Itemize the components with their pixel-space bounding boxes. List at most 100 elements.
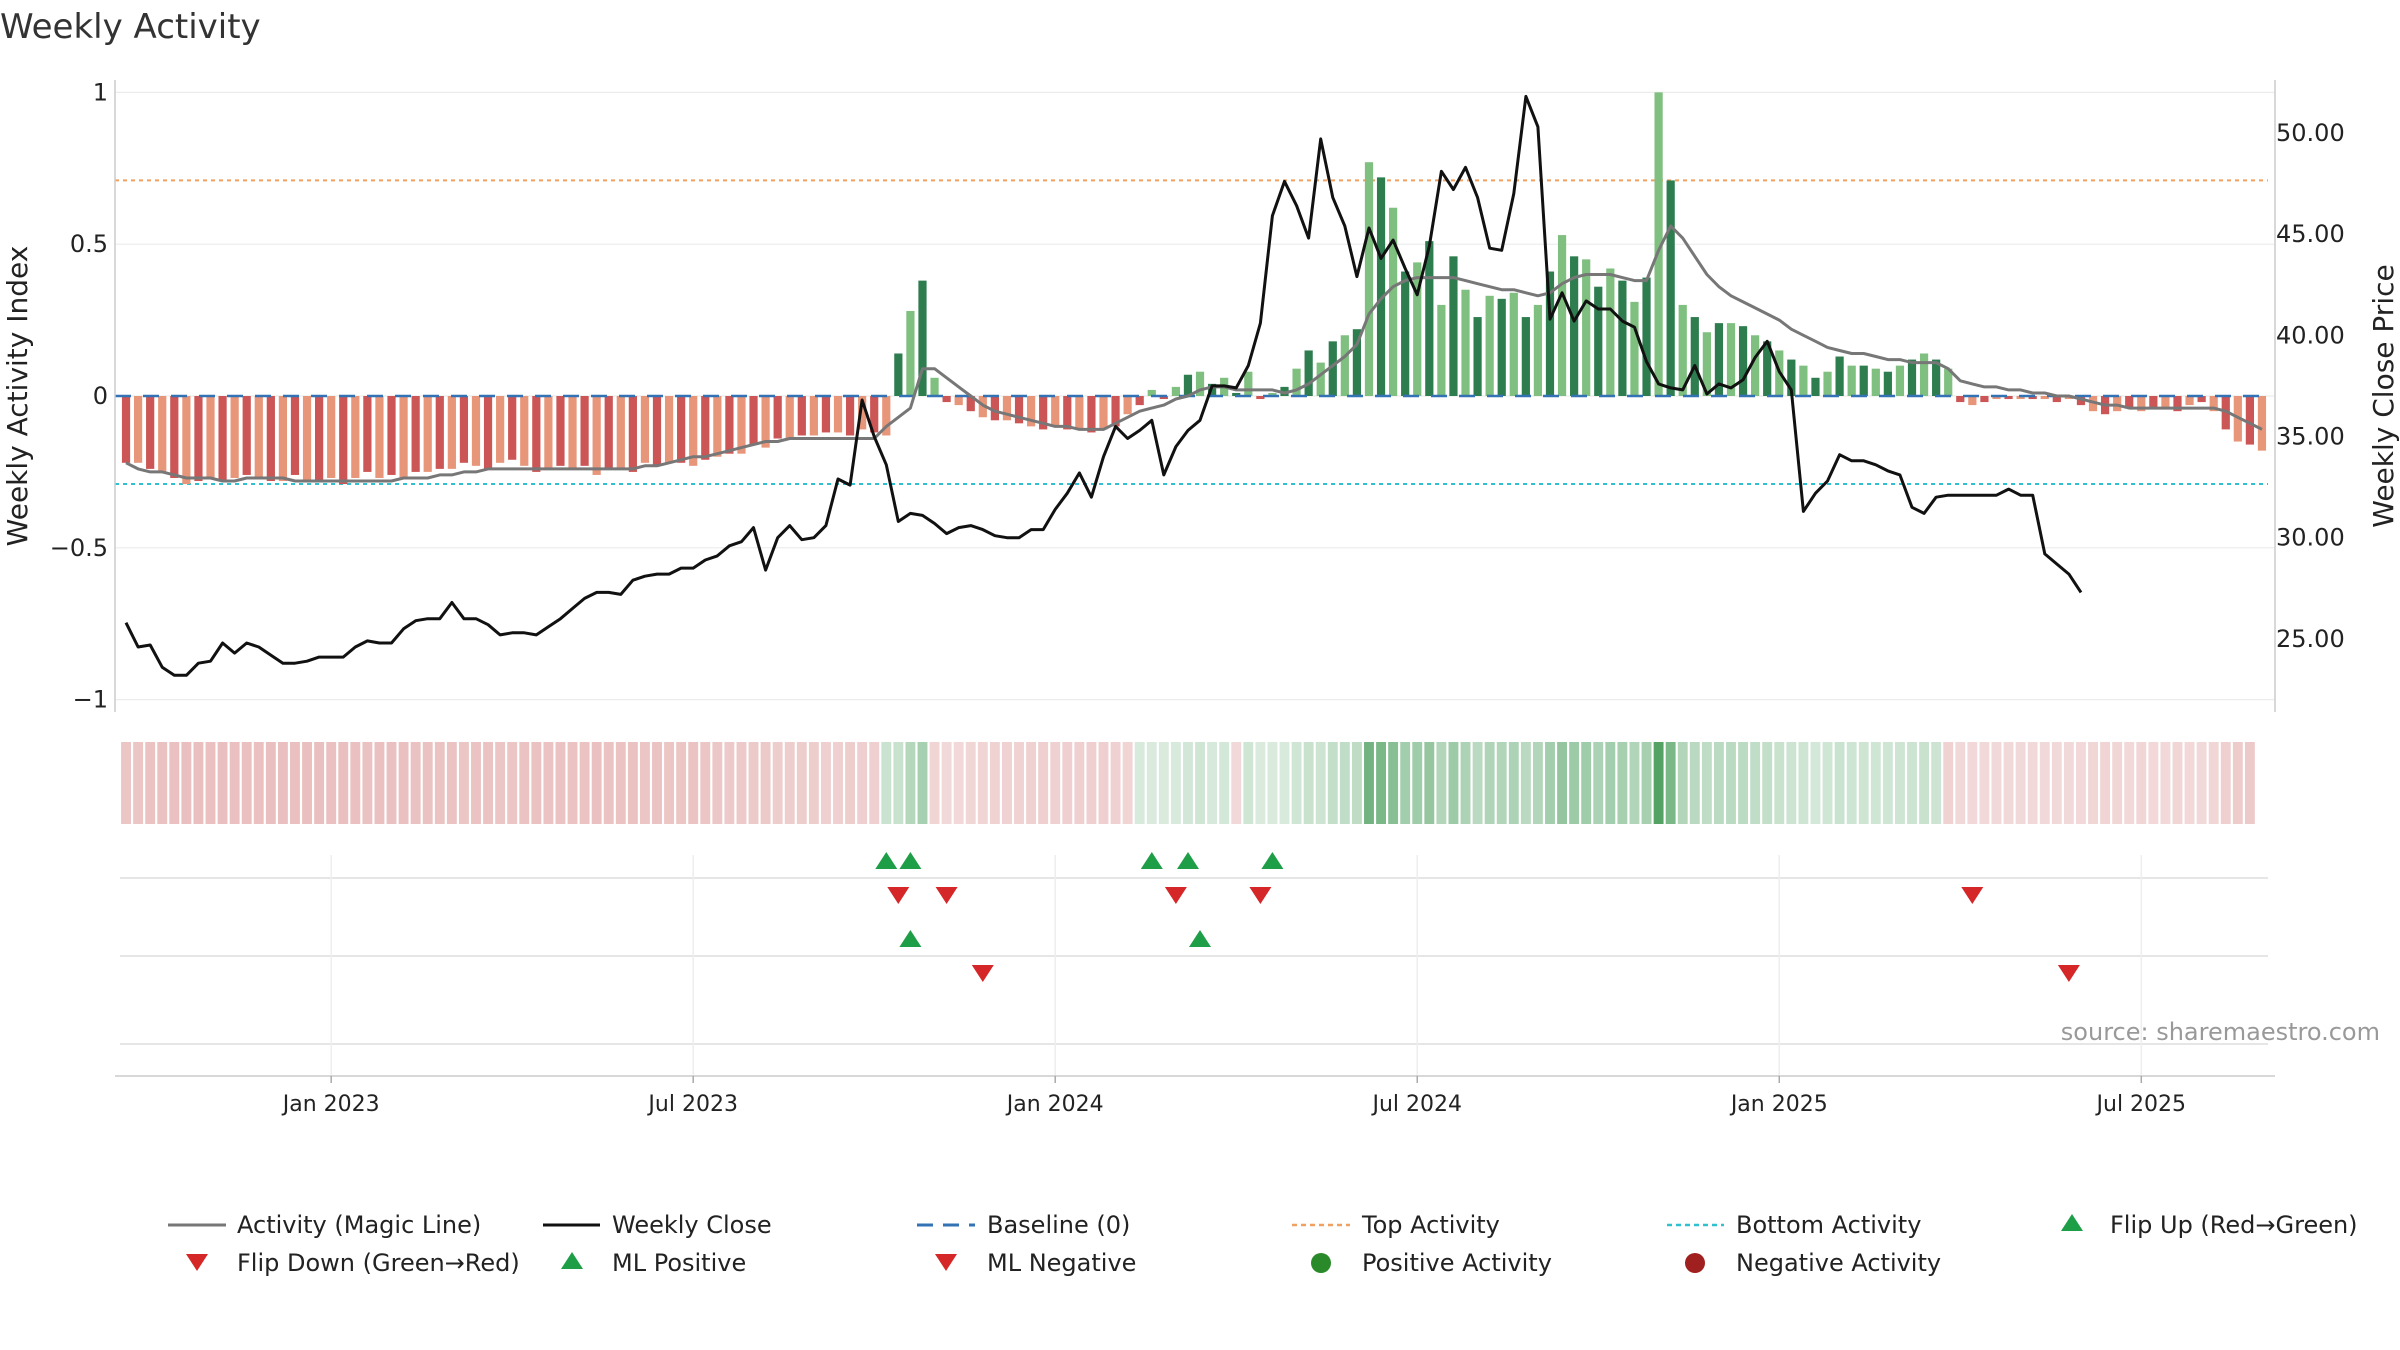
signal-cell-75 [1026, 742, 1037, 824]
activity-bar-145 [1871, 368, 1880, 396]
legend-item-flip-down: Flip Down (Green→Red) [186, 1249, 520, 1277]
flip-up-marker-2 [1140, 852, 1163, 869]
activity-bar-58 [821, 396, 831, 433]
legend-label-baseline: Baseline (0) [987, 1211, 1130, 1239]
signal-cell-166 [2124, 742, 2135, 824]
legend-swatch-negative-activity [1685, 1253, 1705, 1273]
activity-bar-43 [640, 396, 650, 463]
activity-bar-133 [1726, 323, 1736, 396]
signal-cell-16 [314, 742, 325, 824]
signal-cell-101 [1339, 742, 1350, 824]
activity-bar-73 [1002, 396, 1012, 421]
activity-bar-134 [1738, 326, 1748, 396]
activity-bar-24 [411, 396, 420, 472]
signal-cell-146 [1882, 742, 1893, 824]
left-axis-label: Weekly Activity Index [1, 246, 34, 547]
activity-bar-122 [1594, 286, 1603, 396]
source-label: source: sharemaestro.com [2061, 1018, 2380, 1046]
activity-bar-97 [1292, 368, 1301, 396]
flip-down-marker-2 [1164, 887, 1187, 904]
activity-bar-6 [194, 396, 203, 482]
signal-cell-158 [2027, 742, 2038, 824]
legend-swatch-positive-activity [1311, 1253, 1331, 1273]
signal-cell-7 [205, 742, 216, 824]
signal-cell-86 [1158, 742, 1169, 824]
ml-negative-marker-1 [2057, 965, 2080, 982]
ml-signal-strip [121, 742, 2255, 824]
signal-cell-59 [833, 742, 843, 824]
signal-cell-72 [989, 742, 1000, 824]
activity-bar-150 [1932, 359, 1941, 396]
left-tick-label-2: 0 [93, 382, 108, 410]
signal-cell-168 [2148, 742, 2159, 824]
signal-cell-46 [676, 742, 687, 824]
flip-up-marker-1 [899, 852, 922, 869]
activity-bar-131 [1702, 332, 1711, 396]
activity-bar-41 [616, 396, 625, 469]
signal-cell-24 [410, 742, 421, 824]
activity-bar-144 [1859, 365, 1868, 396]
activity-bar-3 [158, 396, 167, 472]
activity-bar-167 [2137, 396, 2146, 412]
signal-cell-74 [1014, 742, 1024, 824]
activity-bar-38 [580, 396, 589, 466]
x-axis-ticks: Jan 2023 Jul 2023 Jan 2024 Jul 2024 Jan 2025… [281, 1076, 2186, 1117]
signal-cell-157 [2015, 742, 2026, 824]
signal-cell-109 [1436, 742, 1447, 824]
signal-cell-162 [2076, 742, 2086, 824]
activity-bar-112 [1473, 317, 1482, 396]
activity-bar-86 [1159, 396, 1168, 400]
signal-cell-133 [1726, 742, 1736, 824]
legend-item-ml-negative: ML Negative [935, 1249, 1136, 1277]
signal-cell-121 [1581, 742, 1592, 824]
activity-bar-15 [302, 396, 312, 482]
activity-bar-101 [1340, 335, 1349, 396]
activity-bar-95 [1268, 392, 1277, 396]
signal-cell-14 [290, 742, 300, 824]
signal-cell-167 [2136, 742, 2147, 824]
activity-bar-87 [1171, 386, 1181, 396]
signal-cell-28 [458, 742, 469, 824]
right-tick-label-3: 35.00 [2276, 422, 2345, 450]
activity-bar-68 [942, 396, 951, 403]
right-tick-label-0: 50.00 [2276, 119, 2345, 147]
signal-cell-102 [1351, 742, 1362, 824]
signal-cell-118 [1545, 742, 1555, 824]
activity-bar-13 [278, 396, 288, 482]
activity-bar-52 [749, 396, 758, 445]
activity-bar-55 [785, 396, 794, 439]
signal-cell-164 [2100, 742, 2111, 824]
signal-cell-26 [434, 742, 445, 824]
signal-cell-9 [229, 742, 240, 824]
signal-cell-144 [1858, 742, 1869, 824]
activity-bar-64 [894, 353, 903, 396]
activity-bar-173 [2209, 396, 2218, 412]
activity-bar-93 [1244, 371, 1253, 396]
signal-cell-71 [977, 742, 988, 824]
activity-bar-103 [1364, 162, 1374, 396]
signal-cell-63 [881, 742, 892, 824]
signal-cell-50 [724, 742, 735, 824]
legend-label-flip-up: Flip Up (Red→Green) [2110, 1211, 2358, 1239]
x-tick-label-3: Jul 2024 [1370, 1092, 1462, 1117]
signal-cell-68 [941, 742, 952, 824]
signal-cell-163 [2088, 742, 2098, 824]
signal-cell-58 [820, 742, 831, 824]
signal-cell-125 [1629, 742, 1640, 824]
activity-bar-111 [1461, 289, 1470, 396]
activity-bar-51 [737, 396, 746, 454]
activity-bar-171 [2185, 396, 2194, 406]
legend-item-bottom-activity: Bottom Activity [1667, 1211, 1921, 1239]
signal-cell-11 [253, 742, 264, 824]
signal-cell-20 [362, 742, 373, 824]
signal-cell-15 [302, 742, 312, 824]
signal-cell-120 [1569, 742, 1580, 824]
activity-bar-127 [1654, 92, 1663, 396]
activity-bar-129 [1678, 304, 1687, 396]
signal-cell-161 [2063, 742, 2074, 824]
signal-cell-82 [1110, 742, 1121, 824]
signal-cell-114 [1496, 742, 1507, 824]
signal-cell-170 [2172, 742, 2183, 824]
signal-cell-69 [953, 742, 964, 824]
